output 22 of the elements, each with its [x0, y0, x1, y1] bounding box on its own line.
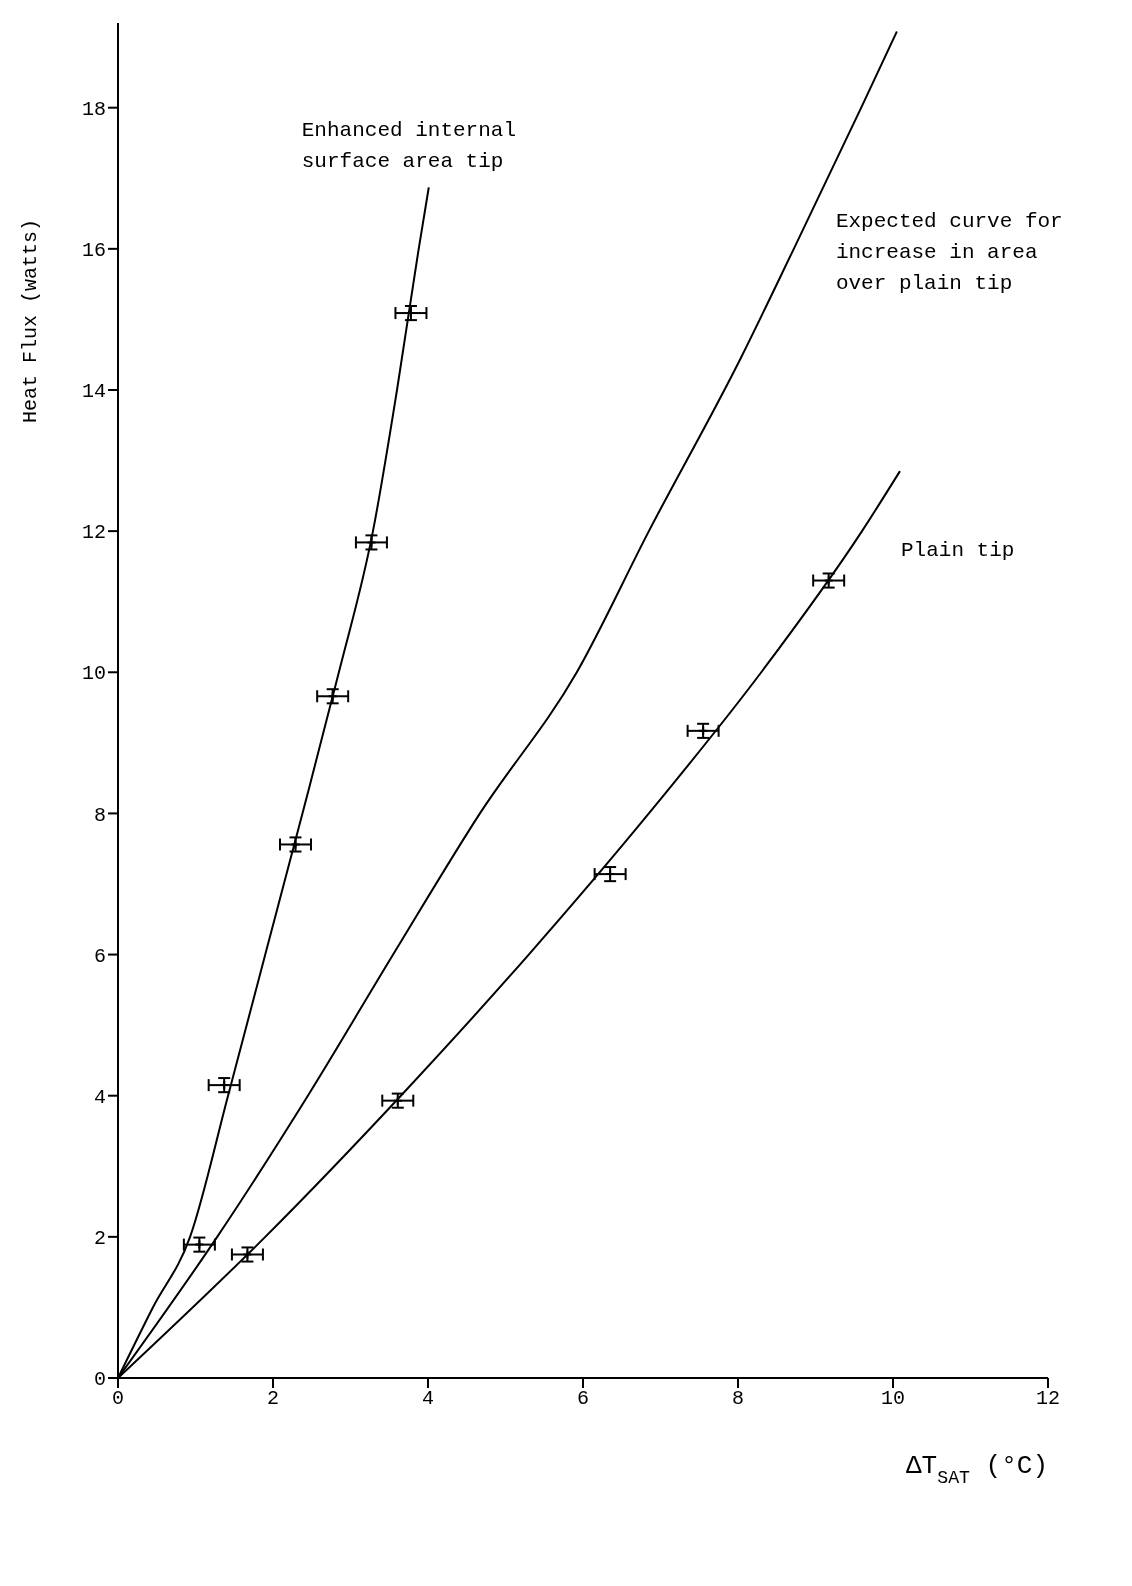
x-tick-label: 8: [731, 1387, 745, 1411]
y-tick-label: 6: [93, 944, 106, 968]
x-tick-label: 2: [266, 1387, 280, 1411]
x-tick-label: 12: [1035, 1387, 1061, 1411]
y-tick-label: 2: [93, 1226, 106, 1250]
series-label: Plain tip: [900, 539, 1015, 563]
x-tick-label: 0: [111, 1387, 125, 1411]
x-tick-label: 10: [880, 1387, 906, 1411]
y-tick-label: 18: [81, 97, 106, 121]
y-tick-label: 10: [81, 662, 106, 686]
y-tick-label: 14: [81, 380, 106, 404]
y-tick-label: 8: [93, 803, 106, 827]
x-tick-label: 6: [576, 1387, 590, 1411]
x-tick-label: 4: [421, 1387, 435, 1411]
y-tick-label: 12: [81, 521, 106, 545]
x-axis-title: ΔT$_{SAT}$ (°C): [906, 1451, 1048, 1488]
y-tick-label: 16: [81, 238, 106, 262]
text: Enhanced internal surface area tip: [301, 119, 517, 174]
y-tick-label: 4: [93, 1085, 106, 1109]
series-label: Expected curve for increase in area over plain tip: [835, 210, 1063, 296]
y-tick-label: 0: [93, 1368, 106, 1392]
y-axis-title: Heat Flux (watts): [19, 219, 42, 424]
